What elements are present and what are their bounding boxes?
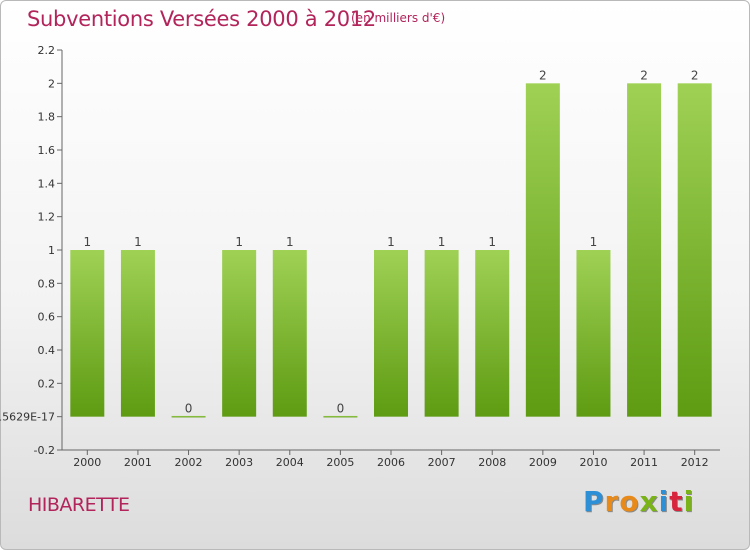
logo-letter: i bbox=[658, 485, 670, 518]
logo-letter: x bbox=[639, 485, 659, 518]
bar-2012 bbox=[677, 83, 712, 417]
bar-2008 bbox=[475, 250, 510, 417]
x-tick-label: 2009 bbox=[529, 456, 557, 469]
chart-axes bbox=[57, 49, 720, 455]
logo-letter: r bbox=[604, 485, 620, 518]
x-tick-label: 2008 bbox=[478, 456, 506, 469]
y-tick-label: 0.2 bbox=[38, 377, 56, 390]
bar-2010 bbox=[576, 250, 611, 417]
logo-letter: o bbox=[619, 485, 640, 518]
chart-labels: -0.2 -1.15629E-17 0.2 0.4 0.6 0.8 1 1.2 1.4 1.6 1.… bbox=[0, 44, 709, 469]
x-tick-label: 2006 bbox=[377, 456, 405, 469]
y-tick-label: 1 bbox=[48, 244, 55, 257]
bar-2006 bbox=[374, 250, 408, 417]
x-tick-label: 2007 bbox=[428, 456, 456, 469]
data-label: 1 bbox=[235, 235, 243, 249]
y-tick-label: 1.2 bbox=[38, 211, 56, 224]
data-label: 1 bbox=[590, 235, 598, 249]
chart-unit-note: (en milliers d'€) bbox=[351, 11, 446, 25]
bar-2002 bbox=[171, 415, 206, 418]
y-tick-label: -1.15629E-17 bbox=[0, 411, 55, 424]
x-tick-label: 2001 bbox=[124, 456, 152, 469]
y-tick-label: 1.6 bbox=[38, 144, 56, 157]
data-label: 0 bbox=[185, 402, 193, 416]
y-tick-label: 2.2 bbox=[38, 44, 56, 57]
y-tick-label: -0.2 bbox=[34, 444, 55, 457]
chart-title: Subventions Versées 2000 à 2012 bbox=[27, 7, 376, 31]
x-tick-label: 2012 bbox=[681, 456, 709, 469]
chart-bars bbox=[70, 83, 712, 418]
bar-2001 bbox=[120, 250, 155, 417]
proxiti-logo: Proxiti bbox=[583, 485, 694, 518]
y-tick-label: 1.4 bbox=[38, 177, 56, 190]
logo-letter: i bbox=[683, 485, 695, 518]
y-tick-label: 0.6 bbox=[38, 311, 56, 324]
data-label: 1 bbox=[387, 235, 395, 249]
bar-2011 bbox=[627, 83, 662, 417]
x-tick-label: 2005 bbox=[326, 456, 354, 469]
bar-2009 bbox=[525, 83, 560, 417]
x-tick-label: 2011 bbox=[630, 456, 658, 469]
y-tick-label: 0.4 bbox=[38, 344, 56, 357]
bar-2004 bbox=[272, 250, 307, 417]
data-label: 1 bbox=[83, 235, 91, 249]
data-label: 0 bbox=[337, 402, 345, 416]
commune-name: HIBARETTE bbox=[28, 494, 130, 516]
x-tick-label: 2004 bbox=[276, 456, 304, 469]
x-tick-label: 2000 bbox=[73, 456, 101, 469]
x-tick-label: 2010 bbox=[579, 456, 607, 469]
data-label: 1 bbox=[286, 235, 294, 249]
data-label: 2 bbox=[640, 68, 648, 82]
bar-2003 bbox=[222, 250, 257, 417]
x-tick-label: 2003 bbox=[225, 456, 253, 469]
y-tick-label: 0.8 bbox=[38, 277, 56, 290]
data-label: 2 bbox=[539, 68, 547, 82]
data-label: 1 bbox=[488, 235, 496, 249]
data-label: 2 bbox=[691, 68, 699, 82]
bar-2005 bbox=[323, 415, 358, 418]
data-label: 1 bbox=[438, 235, 446, 249]
data-label: 1 bbox=[134, 235, 142, 249]
bar-2007 bbox=[424, 250, 459, 417]
y-tick-label: 2 bbox=[48, 77, 55, 90]
bar-2000 bbox=[70, 250, 105, 417]
logo-letter: t bbox=[669, 485, 684, 518]
logo-letter: P bbox=[583, 485, 605, 518]
y-tick-label: 1.8 bbox=[38, 111, 56, 124]
x-tick-label: 2002 bbox=[175, 456, 203, 469]
